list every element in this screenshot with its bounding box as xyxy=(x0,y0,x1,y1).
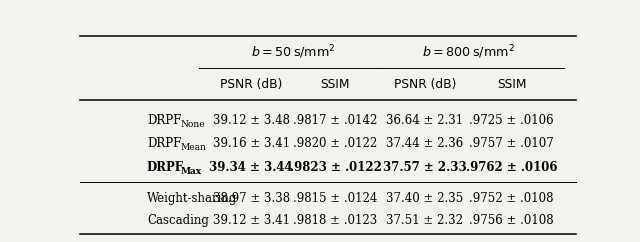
Text: .9725 ± .0106: .9725 ± .0106 xyxy=(469,114,554,127)
Text: 39.16 ± 3.41: 39.16 ± 3.41 xyxy=(212,137,290,150)
Text: .9762 ± .0106: .9762 ± .0106 xyxy=(466,161,557,174)
Text: .9756 ± .0108: .9756 ± .0108 xyxy=(469,214,554,227)
Text: PSNR (dB): PSNR (dB) xyxy=(394,78,456,91)
Text: None: None xyxy=(180,120,205,129)
Text: .9815 ± .0124: .9815 ± .0124 xyxy=(293,192,378,204)
Text: $b = 800\,\mathrm{s/mm}^{2}$: $b = 800\,\mathrm{s/mm}^{2}$ xyxy=(422,44,515,61)
Text: PSNR (dB): PSNR (dB) xyxy=(220,78,282,91)
Text: .9818 ± .0123: .9818 ± .0123 xyxy=(293,214,378,227)
Text: DRPF: DRPF xyxy=(147,137,181,150)
Text: SSIM: SSIM xyxy=(497,78,526,91)
Text: 39.12 ± 3.48: 39.12 ± 3.48 xyxy=(212,114,290,127)
Text: DRPF: DRPF xyxy=(147,161,184,174)
Text: 37.44 ± 2.36: 37.44 ± 2.36 xyxy=(386,137,463,150)
Text: .9757 ± .0107: .9757 ± .0107 xyxy=(469,137,554,150)
Text: Max: Max xyxy=(180,167,202,176)
Text: 38.97 ± 3.38: 38.97 ± 3.38 xyxy=(212,192,290,204)
Text: 36.64 ± 2.31: 36.64 ± 2.31 xyxy=(386,114,463,127)
Text: 39.34 ± 3.44: 39.34 ± 3.44 xyxy=(209,161,293,174)
Text: 37.51 ± 2.32: 37.51 ± 2.32 xyxy=(386,214,463,227)
Text: .9820 ± .0122: .9820 ± .0122 xyxy=(293,137,378,150)
Text: DRPF: DRPF xyxy=(147,114,181,127)
Text: 39.12 ± 3.41: 39.12 ± 3.41 xyxy=(212,214,290,227)
Text: 37.57 ± 2.33: 37.57 ± 2.33 xyxy=(383,161,467,174)
Text: .9817 ± .0142: .9817 ± .0142 xyxy=(293,114,378,127)
Text: Weight-sharing: Weight-sharing xyxy=(147,192,237,204)
Text: Mean: Mean xyxy=(180,143,207,152)
Text: $b = 50\,\mathrm{s/mm}^{2}$: $b = 50\,\mathrm{s/mm}^{2}$ xyxy=(251,44,335,61)
Text: .9752 ± .0108: .9752 ± .0108 xyxy=(469,192,554,204)
Text: SSIM: SSIM xyxy=(321,78,350,91)
Text: .9823 ± .0122: .9823 ± .0122 xyxy=(289,161,381,174)
Text: Cascading: Cascading xyxy=(147,214,209,227)
Text: 37.40 ± 2.35: 37.40 ± 2.35 xyxy=(386,192,463,204)
